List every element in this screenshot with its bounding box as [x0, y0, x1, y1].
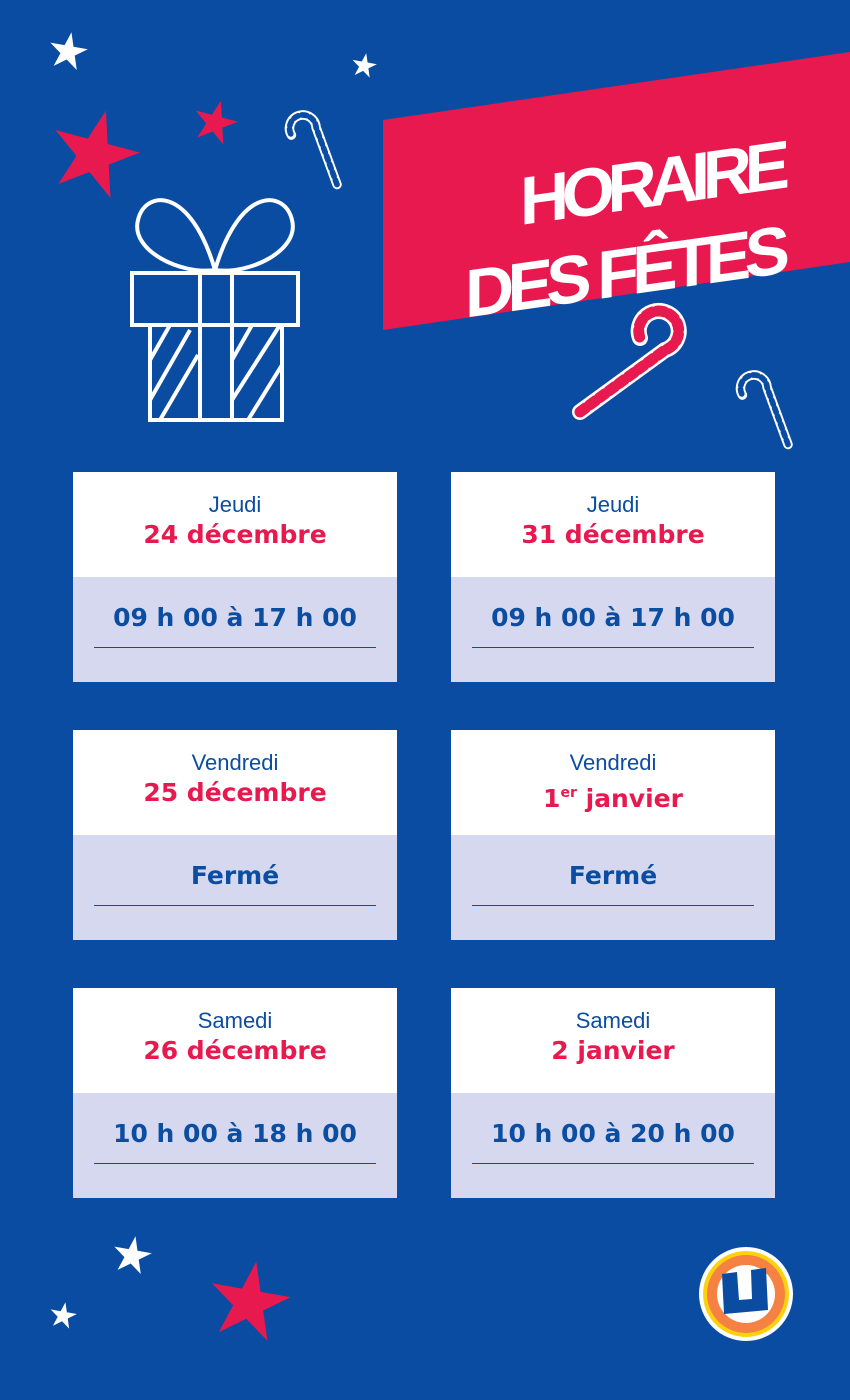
schedule-card: Vendredi 1er janvier Fermé [451, 730, 775, 940]
star-icon [349, 51, 379, 79]
star-icon [110, 1233, 155, 1276]
date-label: 2 janvier [551, 1036, 675, 1065]
star-icon [203, 1254, 296, 1344]
date-label: 26 décembre [143, 1036, 327, 1065]
day-label: Samedi [197, 1008, 273, 1033]
date-label: 31 décembre [521, 520, 705, 549]
hours-label: 09 h 00 à 17 h 00 [491, 603, 735, 632]
schedule-card: Samedi 2 janvier 10 h 00 à 20 h 00 [451, 988, 775, 1198]
star-icon [47, 1299, 79, 1330]
schedule-card: Vendredi 25 décembre Fermé [73, 730, 397, 940]
hours-label: Fermé [190, 861, 280, 890]
logo [699, 1247, 793, 1341]
star-icon [189, 95, 243, 147]
star-icon [46, 29, 91, 72]
candy-cane-icon [290, 115, 337, 185]
divider [94, 1163, 376, 1164]
day-label: Jeudi [586, 492, 640, 517]
title-banner: HORAIRE DES FÊTES [383, 52, 850, 333]
star-icon [42, 99, 149, 203]
candy-cane-icon [572, 303, 687, 420]
divider [94, 905, 376, 906]
divider [472, 647, 754, 648]
day-label: Vendredi [191, 750, 279, 775]
divider [472, 1163, 754, 1164]
day-label: Samedi [575, 1008, 651, 1033]
hours-label: Fermé [568, 861, 658, 890]
divider [94, 647, 376, 648]
date-label: 25 décembre [143, 778, 327, 807]
hours-label: 09 h 00 à 17 h 00 [113, 603, 357, 632]
date-label: 1er janvier [543, 784, 683, 813]
gift-icon [130, 198, 300, 422]
hours-label: 10 h 00 à 20 h 00 [491, 1119, 735, 1148]
day-label: Vendredi [569, 750, 657, 775]
schedule-card: Samedi 26 décembre 10 h 00 à 18 h 00 [73, 988, 397, 1198]
schedule-card: Jeudi 31 décembre 09 h 00 à 17 h 00 [451, 472, 775, 682]
candy-cane-icon [741, 375, 788, 445]
divider [472, 905, 754, 906]
schedule-card: Jeudi 24 décembre 09 h 00 à 17 h 00 [73, 472, 397, 682]
date-label: 24 décembre [143, 520, 327, 549]
day-label: Jeudi [208, 492, 262, 517]
hours-label: 10 h 00 à 18 h 00 [113, 1119, 357, 1148]
